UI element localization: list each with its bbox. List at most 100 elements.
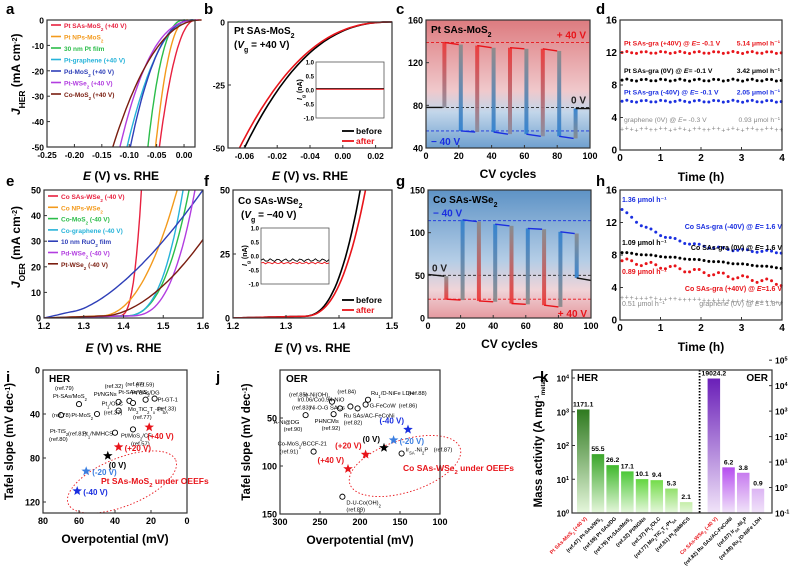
bar — [707, 378, 721, 513]
data-point: + — [683, 297, 687, 304]
data-point — [688, 100, 692, 104]
reference-marker — [111, 429, 119, 436]
data-point: + — [688, 127, 692, 134]
reference-name: Ru1/D-NiFe LDH — [371, 391, 414, 399]
reference-label: (ref.87) — [434, 448, 453, 454]
data-point — [663, 50, 667, 54]
transition-arrow — [557, 50, 562, 137]
x-axis-label: E (V) vs. RHE — [83, 169, 159, 183]
y-tick-label: 40 — [30, 410, 40, 420]
bar — [737, 472, 750, 513]
star-marker — [379, 442, 389, 452]
data-point: + — [731, 299, 735, 306]
data-point — [731, 262, 735, 266]
data-point — [673, 51, 677, 55]
data-point — [654, 230, 658, 234]
legend-entry: Pt-graphene (+40 V) — [64, 58, 125, 65]
data-point: + — [755, 299, 759, 306]
data-point — [774, 282, 778, 286]
reference-label: (ref.84) — [337, 389, 356, 395]
data-point: + — [750, 125, 754, 132]
reference-label: 0 V — [432, 263, 447, 274]
data-point: + — [678, 296, 682, 303]
data-point: + — [659, 126, 663, 133]
legend-entry: Co-MoS2 (+40 V) — [64, 92, 114, 101]
data-point — [741, 274, 745, 278]
reference-name: Co-MoS2/BCCF-21 — [278, 442, 327, 450]
plot-area — [44, 190, 203, 318]
data-point — [760, 79, 764, 83]
data-point — [659, 50, 663, 54]
data-point — [663, 235, 667, 239]
x-tick-label: 40 — [487, 151, 497, 161]
y-tick-label: 10 — [31, 288, 41, 298]
bar-value-label: 6.2 — [724, 459, 734, 466]
plot-area — [280, 370, 440, 514]
y-tick-label: 103 — [556, 407, 569, 417]
star-marker — [72, 486, 82, 495]
reference-label: (ref.77) — [133, 415, 152, 421]
bar — [679, 502, 693, 513]
data-point — [620, 259, 624, 263]
y-tick-label: 120 — [408, 58, 423, 68]
data-point: + — [721, 298, 725, 305]
y-tick-label: 50 — [415, 271, 425, 281]
series-line — [44, 190, 203, 318]
data-point — [760, 279, 764, 283]
cv-segment — [576, 277, 592, 282]
x-axis-label: E (V) vs. RHE — [274, 341, 350, 355]
reference-label: (ref.83) — [292, 405, 311, 411]
oeef-label: (-40 V) — [83, 488, 108, 497]
data-point — [712, 260, 716, 264]
x-tick-label: 0 — [425, 321, 430, 331]
bar-value-label: 19024.2 — [702, 371, 727, 378]
data-point — [750, 77, 754, 81]
reference-label: 0 V — [571, 95, 586, 106]
inset-tick-label: 0.0 — [251, 255, 260, 261]
data-point — [736, 50, 740, 54]
data-point — [634, 51, 638, 55]
transition-arrow — [493, 224, 498, 302]
reference-marker — [142, 396, 149, 403]
inset-tick-label: -1.0 — [249, 283, 260, 289]
data-point — [736, 99, 740, 103]
x-tick-label: 0 — [184, 516, 189, 526]
y-tick-label: 104 — [556, 374, 569, 384]
data-point — [750, 279, 754, 283]
data-point — [630, 251, 634, 255]
data-point: + — [620, 126, 624, 133]
data-point — [688, 257, 692, 261]
data-point — [712, 77, 716, 81]
data-point — [745, 78, 749, 82]
data-point — [630, 215, 634, 219]
data-point — [659, 98, 663, 102]
data-point — [721, 246, 725, 250]
data-point — [683, 241, 687, 245]
data-point — [692, 268, 696, 272]
inset-line-after — [260, 261, 330, 265]
group-title-oer: OER — [746, 373, 768, 384]
data-point: + — [697, 297, 701, 304]
panel-d: + + + + + + + + + + + + + + + + + + + + + + + + + + + + + + + + + +0 1 2 3 40… — [606, 16, 785, 185]
data-point — [649, 79, 653, 83]
legend-entry-after: after — [356, 305, 375, 315]
rate-label: 0.93 μmol h⁻¹ — [738, 117, 780, 124]
reference-name: G-FeCoW — [370, 404, 397, 410]
reference-marker — [57, 412, 65, 419]
legend-entry: Pt-WSe2 (+40 V) — [64, 81, 113, 90]
x-axis-label: Time (h) — [678, 170, 724, 184]
y-tick-label: 102 — [556, 441, 569, 451]
y-tick-label: 12 — [606, 48, 618, 59]
y-tick-label: 30 — [31, 237, 41, 247]
bar — [621, 471, 634, 513]
y-tick-label: -25 — [213, 81, 226, 91]
data-point — [750, 263, 754, 267]
data-point — [745, 275, 749, 279]
reference-name: Pt-MoS2 — [71, 413, 93, 421]
y-tick-label: 0 — [35, 366, 40, 376]
x-tick-label: 1.3 — [77, 321, 90, 331]
data-point — [620, 99, 624, 103]
inset-tick-label: -0.5 — [304, 103, 315, 109]
data-point — [673, 78, 677, 82]
y-axis-label: JOER (mA cm-2) — [9, 206, 27, 288]
